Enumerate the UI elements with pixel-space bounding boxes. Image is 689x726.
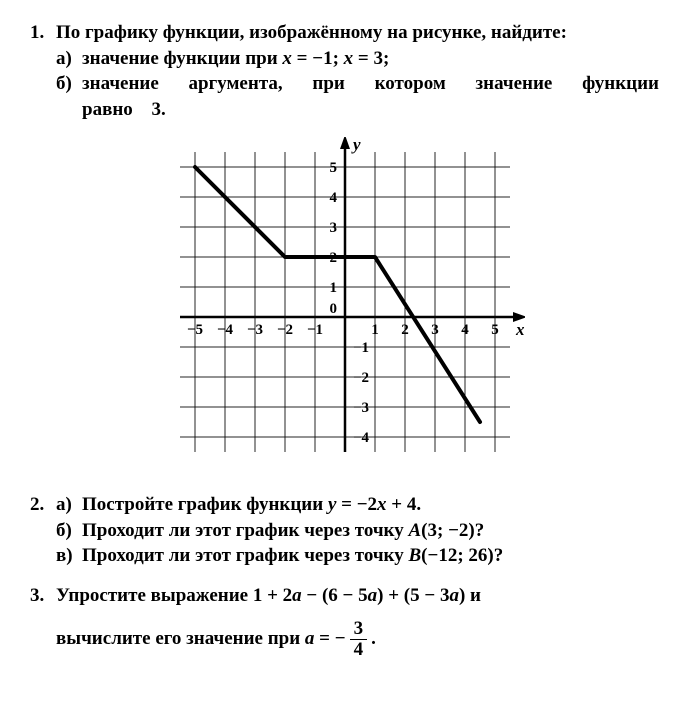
sub-text: значение аргумента, при котором значение… (82, 71, 659, 122)
problem-2: 2. а) Постройте график функции y = −2x +… (30, 492, 659, 569)
svg-text:3: 3 (329, 220, 337, 236)
svg-text:−2: −2 (353, 370, 369, 386)
sub-a: а) Постройте график функции y = −2x + 4. (56, 492, 659, 518)
svg-text:y: y (351, 137, 361, 154)
problem-number: 2. (30, 492, 56, 569)
period: . (371, 628, 376, 649)
svg-text:3: 3 (431, 322, 439, 338)
svg-text:1: 1 (329, 280, 337, 296)
svg-text:−3: −3 (246, 322, 262, 338)
svg-text:0: 0 (329, 301, 337, 317)
sub-text: значение функции при x = −1; x = 3; (82, 46, 659, 72)
line1: Упростите выражение 1 + 2a − (6 − 5a) + … (56, 583, 659, 609)
sub-b: б) Проходит ли этот график через точку A… (56, 518, 659, 544)
problem-body: По графику функции, изображённому на рис… (56, 20, 659, 123)
prefix: вычислите его значение при (56, 628, 305, 649)
svg-text:−2: −2 (276, 322, 292, 338)
fraction: 34 (350, 619, 368, 660)
problem-stem: По графику функции, изображённому на рис… (56, 20, 659, 46)
svg-text:x: x (515, 320, 525, 339)
svg-text:4: 4 (329, 190, 337, 206)
svg-text:2: 2 (401, 322, 409, 338)
svg-text:5: 5 (491, 322, 499, 338)
problem-body: а) Постройте график функции y = −2x + 4.… (56, 492, 659, 569)
sub-b: б) значение аргумента, при котором значе… (56, 71, 659, 122)
svg-text:1: 1 (371, 322, 379, 338)
sub-label: в) (56, 543, 82, 569)
problem-body: Упростите выражение 1 + 2a − (6 − 5a) + … (56, 583, 659, 660)
problem-number: 1. (30, 20, 56, 123)
chart-container: −5−4−3−2−11234512345−1−2−3−40xy (30, 137, 659, 475)
sub-text: Проходит ли этот график через точку A(3;… (82, 518, 659, 544)
svg-text:5: 5 (329, 160, 337, 176)
svg-text:−1: −1 (353, 340, 369, 356)
svg-text:−4: −4 (216, 322, 233, 338)
sub-label: б) (56, 71, 82, 122)
svg-text:4: 4 (461, 322, 469, 338)
function-graph: −5−4−3−2−11234512345−1−2−3−40xy (165, 137, 525, 467)
sub-label: а) (56, 46, 82, 72)
line2: вычислите его значение при a = −34. (56, 619, 659, 660)
problem-1: 1. По графику функции, изображённому на … (30, 20, 659, 123)
svg-text:−3: −3 (353, 400, 369, 416)
svg-text:−5: −5 (186, 322, 202, 338)
sub-label: а) (56, 492, 82, 518)
sub-label: б) (56, 518, 82, 544)
sub-text: Постройте график функции y = −2x + 4. (82, 492, 659, 518)
sub-c: в) Проходит ли этот график через точку B… (56, 543, 659, 569)
svg-text:−1: −1 (306, 322, 322, 338)
sub-text: Проходит ли этот график через точку B(−1… (82, 543, 659, 569)
svg-text:−4: −4 (353, 430, 370, 446)
frac-num: 3 (350, 619, 368, 640)
frac-den: 4 (350, 640, 368, 660)
sub-a: а) значение функции при x = −1; x = 3; (56, 46, 659, 72)
problem-number: 3. (30, 583, 56, 660)
problem-3: 3. Упростите выражение 1 + 2a − (6 − 5a)… (30, 583, 659, 660)
